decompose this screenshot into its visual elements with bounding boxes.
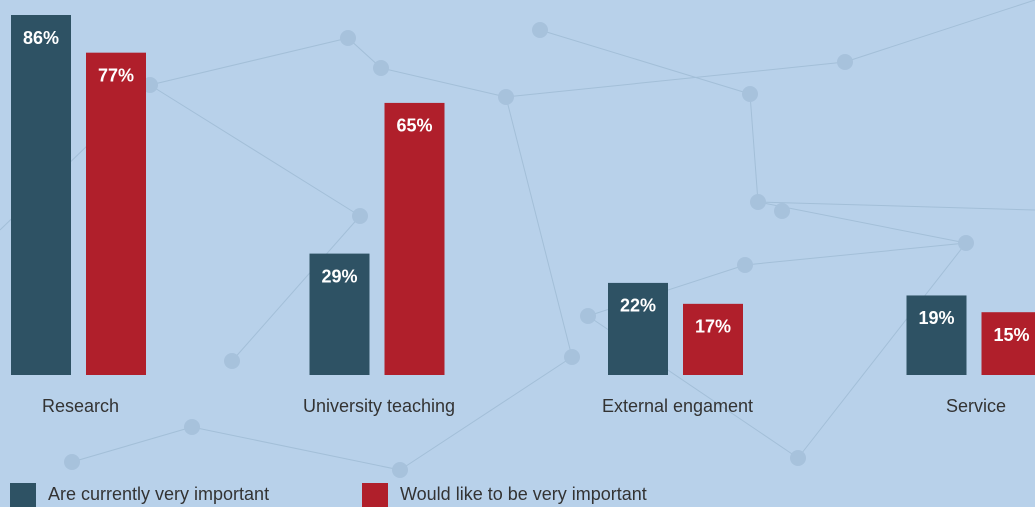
bar bbox=[608, 282, 668, 375]
category-label: External engament bbox=[602, 396, 753, 416]
bar bbox=[11, 15, 71, 375]
category-label: Research bbox=[42, 396, 119, 416]
value-label: 17% bbox=[695, 317, 731, 337]
category-label: Service bbox=[946, 396, 1006, 416]
bar bbox=[309, 253, 370, 375]
value-label: 77% bbox=[98, 65, 134, 85]
bar bbox=[981, 312, 1035, 375]
category-label: University teaching bbox=[303, 396, 455, 416]
value-label: 29% bbox=[321, 266, 357, 286]
value-label: 22% bbox=[620, 296, 656, 316]
value-label: 19% bbox=[918, 308, 954, 328]
bar bbox=[86, 52, 146, 376]
bar bbox=[683, 303, 743, 375]
value-label: 65% bbox=[396, 116, 432, 136]
legend-swatch bbox=[10, 483, 36, 507]
bar bbox=[906, 295, 967, 375]
value-label: 15% bbox=[993, 325, 1029, 345]
legend-label: Are currently very important bbox=[48, 484, 269, 504]
bar bbox=[384, 102, 445, 375]
legend-swatch bbox=[362, 483, 388, 507]
legend-label: Would like to be very important bbox=[400, 484, 647, 504]
value-label: 86% bbox=[23, 28, 59, 48]
